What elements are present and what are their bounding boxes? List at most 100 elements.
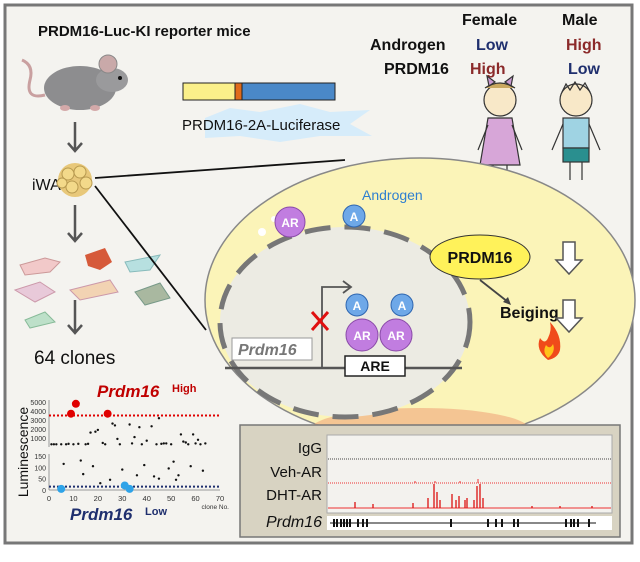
x-tick-label: 10: [69, 494, 77, 503]
data-point: [101, 441, 104, 445]
data-point: [52, 443, 56, 446]
exon-mark: [577, 519, 579, 527]
exon-mark: [487, 519, 489, 527]
y-tick-label: 4000: [30, 409, 46, 416]
exon-mark: [501, 519, 503, 527]
title: PRDM16-Luc-KI reporter mice: [38, 23, 251, 40]
high-clone-point: [66, 409, 75, 418]
exon-mark: [343, 519, 345, 527]
data-point: [94, 430, 97, 433]
exon-mark: [565, 519, 567, 527]
a-label: A: [350, 210, 359, 224]
exon-mark: [495, 519, 497, 527]
data-point: [89, 431, 92, 434]
ar-label: AR: [281, 216, 299, 230]
data-point: [86, 442, 90, 446]
data-point: [50, 443, 53, 446]
x-tick-label: 50: [167, 494, 175, 503]
exon-mark: [513, 519, 515, 527]
data-point: [157, 477, 161, 480]
y-tick-label: 1000: [30, 436, 46, 443]
clones-label: 64 clones: [34, 348, 115, 369]
high-clone-point: [103, 409, 112, 418]
data-point: [174, 478, 178, 481]
iwat-fat-icon: [56, 163, 93, 197]
data-point: [113, 424, 117, 427]
exon-mark: [333, 519, 335, 527]
exon-mark: [357, 519, 359, 527]
are-element: [344, 355, 406, 377]
data-point: [116, 437, 119, 441]
female-header: Female: [462, 12, 517, 29]
data-point: [187, 443, 190, 446]
decrease-arrow-icon: [554, 241, 584, 276]
gene-track-label: Prdm16: [266, 514, 322, 531]
exon-mark: [349, 519, 351, 527]
exon-mark: [573, 519, 575, 527]
ar-label: AR: [353, 329, 371, 343]
low-group-label: Prdm16: [70, 505, 133, 524]
data-point: [145, 439, 148, 442]
exon-mark: [362, 519, 364, 527]
female-androgen-value: Low: [476, 37, 509, 54]
y-tick-label: 5000: [30, 400, 46, 407]
data-point: [108, 478, 112, 481]
adipocyte-cell: [204, 157, 636, 452]
data-point: [204, 442, 207, 445]
nuclear-ar-dimer: AR AR A A: [345, 293, 414, 352]
y-tick-label: 100: [34, 465, 46, 472]
data-point: [121, 468, 124, 471]
prdm16-protein: [429, 234, 531, 280]
exon-mark: [570, 519, 572, 527]
data-point: [77, 442, 80, 446]
low-clone-point: [125, 484, 134, 493]
beiging-label: Beiging: [500, 305, 559, 322]
x-tick-label: 40: [143, 494, 151, 503]
data-point: [133, 435, 136, 439]
female-prdm16-value: High: [470, 61, 506, 78]
exon-mark: [340, 519, 342, 527]
data-point: [128, 423, 131, 426]
exon-mark: [517, 519, 519, 527]
cyto-androgen-label: Androgen: [362, 187, 423, 203]
repression-x-icon: [310, 311, 330, 331]
exon-mark: [588, 519, 590, 527]
data-point: [143, 463, 146, 467]
exon-mark: [336, 519, 338, 527]
data-point: [160, 442, 163, 446]
data-point: [155, 443, 158, 446]
data-point: [84, 443, 87, 446]
data-point: [62, 462, 65, 466]
track-label-veh-ar: Veh-AR: [270, 464, 322, 481]
data-point: [72, 443, 75, 446]
prdm16-protein-label: PRDM16: [448, 250, 513, 267]
data-point: [111, 422, 114, 425]
y-tick-label: 0: [42, 488, 46, 495]
data-point: [67, 442, 70, 446]
data-point: [96, 428, 100, 432]
data-point: [189, 465, 192, 468]
data-point: [64, 443, 68, 446]
x-tick-label: 0: [47, 494, 51, 503]
low-clone-point: [57, 484, 66, 493]
a-label: A: [398, 299, 407, 313]
flow-arrows: [67, 122, 83, 335]
data-point: [55, 443, 58, 446]
ar-label: AR: [387, 329, 405, 343]
exon-mark: [346, 519, 348, 527]
data-point: [162, 442, 166, 445]
low-group-sup: Low: [145, 506, 167, 518]
data-point: [138, 426, 141, 429]
data-point: [130, 442, 134, 445]
female-figure-icon: [477, 74, 523, 180]
x-tick-label: 70: [216, 494, 224, 503]
male-header: Male: [562, 12, 598, 29]
construct-diagram: PRDM16-2A-Luciferase: [182, 82, 372, 142]
data-point: [91, 465, 95, 468]
data-point: [152, 475, 156, 478]
cultured-cells-illustration: [13, 248, 171, 329]
data-point: [140, 443, 144, 446]
track-label-igg: IgG: [298, 440, 322, 457]
data-point: [157, 417, 161, 420]
sex-comparison-table: Female Male Androgen Low High PRDM16 Hig…: [370, 12, 602, 78]
